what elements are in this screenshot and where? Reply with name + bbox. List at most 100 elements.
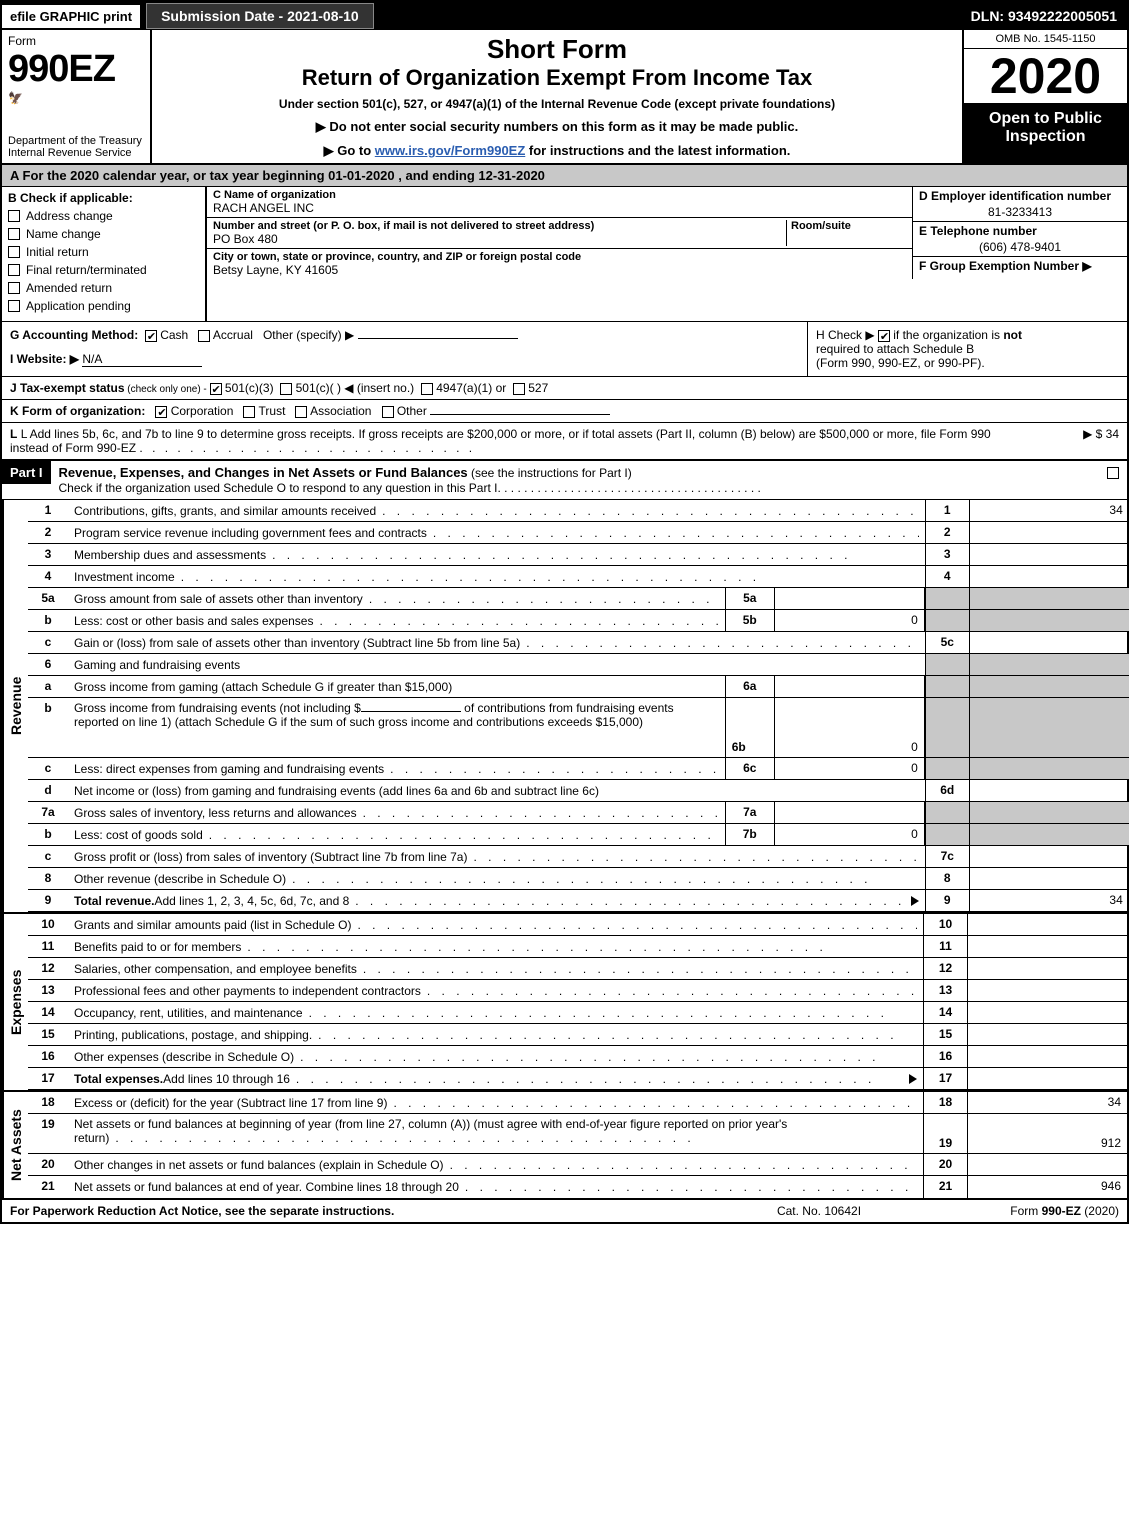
irs-logo-icon: 🦅 [8,91,144,105]
c-city-row: City or town, state or province, country… [207,249,912,279]
h-schedule-b: H Check ▶ if the organization is not req… [807,322,1127,376]
telephone: (606) 478-9401 [919,240,1121,254]
website: N/A [82,352,202,367]
chk-application-pending[interactable]: Application pending [8,299,199,313]
goto-instructions: ▶ Go to www.irs.gov/Form990EZ for instru… [162,143,952,159]
c-address-row: Number and street (or P. O. box, if mail… [207,218,912,249]
open-to-public: Open to Public Inspection [964,104,1127,163]
short-form-heading: Short Form [162,34,952,65]
line-5c-value [969,632,1129,653]
ssn-warning: ▶ Do not enter social security numbers o… [162,119,952,135]
chk-association[interactable] [295,406,307,418]
expenses-side-label: Expenses [2,914,28,1090]
chk-part1-schedule-o[interactable] [1107,467,1119,479]
line-20-value [967,1154,1127,1175]
tax-year: 2020 [964,49,1127,104]
form-footer: Form 990-EZ (2020) [919,1204,1119,1218]
line-12-value [967,958,1127,979]
submission-date: Submission Date - 2021-08-10 [146,3,374,29]
chk-corporation[interactable] [155,406,167,418]
line-3-value [969,544,1129,565]
masthead: Form 990EZ 🦅 Department of the Treasury … [2,30,1127,165]
chk-address-change[interactable]: Address change [8,209,199,223]
line-8-value [969,868,1129,889]
arrow-right-icon [911,896,919,906]
revenue-section: Revenue 1Contributions, gifts, grants, a… [2,500,1127,912]
expenses-section: Expenses 10Grants and similar amounts pa… [2,912,1127,1090]
g-accounting-method: G Accounting Method: Cash Accrual Other … [2,322,807,376]
group-exemption-label: F Group Exemption Number ▶ [919,259,1121,273]
footer: For Paperwork Reduction Act Notice, see … [2,1198,1127,1222]
j-tax-exempt: J Tax-exempt status (check only one) - 5… [2,377,1127,400]
chk-501c[interactable] [280,383,292,395]
org-city: Betsy Layne, KY 41605 [213,263,906,277]
efile-print-button[interactable]: efile GRAPHIC print [2,5,140,28]
line-15-value [967,1024,1127,1045]
line-13-value [967,980,1127,1001]
cat-no: Cat. No. 10642I [719,1204,919,1218]
omb-number: OMB No. 1545-1150 [964,30,1127,49]
under-section-text: Under section 501(c), 527, or 4947(a)(1)… [162,97,952,111]
line-4-value [969,566,1129,587]
chk-trust[interactable] [243,406,255,418]
chk-cash[interactable] [145,330,157,342]
chk-501c3[interactable] [210,383,222,395]
irs: Internal Revenue Service [8,147,144,159]
gh-row: G Accounting Method: Cash Accrual Other … [2,322,1127,377]
line-9-value: 34 [969,890,1129,911]
line-1-value: 34 [969,500,1129,521]
line-10-value [967,914,1127,935]
line-11-value [967,936,1127,957]
chk-initial-return[interactable]: Initial return [8,245,199,259]
part1-header-row: Part I Revenue, Expenses, and Changes in… [2,459,1127,500]
k-form-org: K Form of organization: Corporation Trus… [2,400,1127,423]
form-990ez-page: efile GRAPHIC print Submission Date - 20… [0,0,1129,1224]
line-18-value: 34 [967,1092,1127,1113]
line-5a-value [775,588,925,609]
line-7c-value [969,846,1129,867]
chk-final-return[interactable]: Final return/terminated [8,263,199,277]
masthead-mid: Short Form Return of Organization Exempt… [152,30,962,163]
revenue-side-label: Revenue [2,500,28,912]
line-17-value [967,1068,1127,1089]
info-block: B Check if applicable: Address change Na… [2,187,1127,322]
chk-name-change[interactable]: Name change [8,227,199,241]
form-number: 990EZ [8,48,144,91]
line-6b-value: 0 [775,698,925,757]
line-14-value [967,1002,1127,1023]
masthead-right: OMB No. 1545-1150 2020 Open to Public In… [962,30,1127,163]
chk-other-org[interactable] [382,406,394,418]
line-6c-value: 0 [775,758,925,779]
line-21-value: 946 [967,1176,1127,1198]
section-b-checkboxes: B Check if applicable: Address change Na… [2,187,207,321]
department: Department of the Treasury [8,135,144,147]
chk-h[interactable] [878,330,890,342]
chk-amended-return[interactable]: Amended return [8,281,199,295]
line-2-value [969,522,1129,543]
chk-527[interactable] [513,383,525,395]
c-name-row: C Name of organization RACH ANGEL INC [207,187,912,218]
row-a-tax-year: A For the 2020 calendar year, or tax yea… [2,165,1127,187]
topbar: efile GRAPHIC print Submission Date - 20… [2,2,1127,30]
line-6a-value [775,676,925,697]
part1-badge: Part I [2,461,51,484]
chk-4947a1[interactable] [421,383,433,395]
org-address: PO Box 480 [213,232,786,246]
line-7b-value: 0 [775,824,925,845]
instructions-link[interactable]: www.irs.gov/Form990EZ [375,143,526,158]
l-gross-receipts: L L Add lines 5b, 6c, and 7b to line 9 t… [2,423,1127,459]
arrow-right-icon [909,1074,917,1084]
line-6d-value [969,780,1129,801]
net-assets-side-label: Net Assets [2,1092,28,1198]
b-title: B Check if applicable: [8,191,199,205]
form-title: Return of Organization Exempt From Incom… [162,65,952,91]
ein: 81-3233413 [919,205,1121,219]
line-5b-value: 0 [775,610,925,631]
paperwork-notice: For Paperwork Reduction Act Notice, see … [10,1204,719,1218]
form-word: Form [8,34,144,48]
chk-accrual[interactable] [198,330,210,342]
section-d-e-f: D Employer identification number 81-3233… [912,187,1127,279]
line-7a-value [775,802,925,823]
org-name: RACH ANGEL INC [213,201,906,215]
dln: DLN: 93492222005051 [961,4,1127,28]
